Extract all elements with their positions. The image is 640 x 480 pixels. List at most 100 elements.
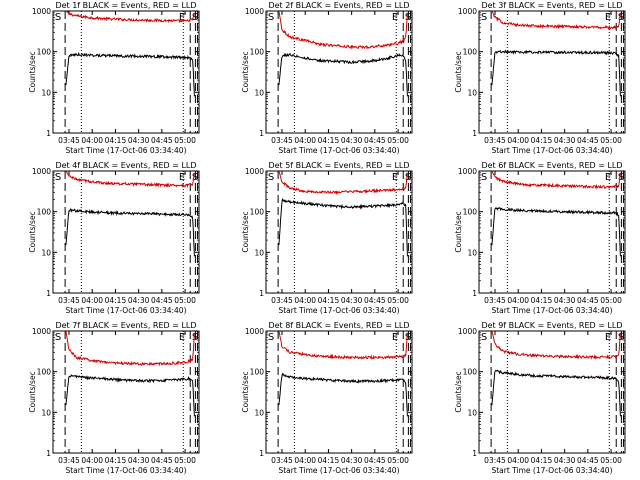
y-tick-label: 10 bbox=[41, 88, 51, 97]
marker-annotation: E bbox=[179, 12, 185, 23]
y-axis-label: Counts/sec bbox=[28, 211, 37, 252]
x-tick-label: 04:30 bbox=[128, 456, 150, 465]
y-axis-label: Counts/sec bbox=[454, 371, 463, 412]
x-tick-label: 04:00 bbox=[294, 296, 316, 305]
y-tick-label: 1000 bbox=[458, 167, 477, 176]
y-tick-label: 100 bbox=[250, 48, 265, 57]
x-tick-label: 04:30 bbox=[128, 296, 150, 305]
plot-frame bbox=[52, 330, 200, 454]
lld-series-line bbox=[491, 10, 621, 31]
x-axis-label: Start Time (17-Oct-06 03:34:40) bbox=[491, 306, 612, 315]
y-tick-label: 1000 bbox=[32, 7, 51, 16]
plot-frame bbox=[52, 10, 200, 134]
y-tick-label: 10 bbox=[41, 248, 51, 257]
lld-series-line bbox=[278, 330, 408, 360]
marker-annotation: S bbox=[192, 12, 198, 23]
y-tick-label: 10 bbox=[467, 248, 477, 257]
x-tick-label: 04:15 bbox=[105, 136, 127, 145]
y-tick-label: 1 bbox=[472, 449, 477, 458]
y-tick-label: 1 bbox=[472, 129, 477, 138]
y-tick-label: 1000 bbox=[32, 327, 51, 336]
x-tick-label: 04:30 bbox=[341, 136, 363, 145]
chart-title: Det 3f BLACK = Events, RED = LLD bbox=[481, 1, 622, 10]
events-series-line bbox=[65, 51, 195, 97]
marker-annotation: E bbox=[605, 12, 611, 23]
marker-annotation: S bbox=[481, 12, 487, 23]
marker-annotation: S bbox=[481, 332, 487, 343]
marker-annotation: E bbox=[392, 172, 398, 183]
events-series-line bbox=[491, 369, 621, 417]
lld-series-line bbox=[278, 10, 408, 51]
plot-frame bbox=[265, 330, 413, 454]
x-tick-label: 04:15 bbox=[531, 296, 553, 305]
y-tick-label: 1 bbox=[46, 289, 51, 298]
y-tick-label: 100 bbox=[250, 368, 265, 377]
y-tick-label: 100 bbox=[37, 208, 52, 217]
x-tick-label: 04:30 bbox=[341, 296, 363, 305]
chart-det-2: Det 2f BLACK = Events, RED = LLD 1 10 100 10… bbox=[241, 1, 413, 155]
x-tick-label: 04:00 bbox=[294, 456, 316, 465]
chart-title: Det 5f BLACK = Events, RED = LLD bbox=[268, 161, 409, 170]
chart-title: Det 6f BLACK = Events, RED = LLD bbox=[481, 161, 622, 170]
chart-det-5: Det 5f BLACK = Events, RED = LLD 1 10 100 10… bbox=[241, 161, 413, 315]
x-tick-label: 03:45 bbox=[484, 136, 506, 145]
chart-det-4: Det 4f BLACK = Events, RED = LLD 1 10 100 10… bbox=[28, 161, 200, 315]
marker-annotation: S bbox=[618, 172, 624, 183]
chart-title: Det 9f BLACK = Events, RED = LLD bbox=[481, 321, 622, 330]
lld-series-line bbox=[65, 10, 195, 24]
marker-annotation: E bbox=[392, 332, 398, 343]
x-tick-label: 05:00 bbox=[387, 136, 409, 145]
x-axis-label: Start Time (17-Oct-06 03:34:40) bbox=[65, 146, 186, 155]
x-tick-label: 04:45 bbox=[577, 136, 599, 145]
x-tick-label: 04:00 bbox=[507, 456, 529, 465]
x-tick-label: 03:45 bbox=[58, 136, 80, 145]
chart-det-7: Det 7f BLACK = Events, RED = LLD 1 10 100 10… bbox=[28, 321, 200, 475]
events-series-line bbox=[491, 49, 621, 97]
marker-annotation: S bbox=[268, 12, 274, 23]
plot-frame bbox=[265, 10, 413, 134]
x-tick-label: 04:00 bbox=[81, 296, 103, 305]
lld-series-line bbox=[491, 170, 621, 190]
marker-annotation: S bbox=[55, 12, 61, 23]
x-tick-label: 04:30 bbox=[554, 296, 576, 305]
x-tick-label: 04:45 bbox=[364, 296, 386, 305]
y-axis-label: Counts/sec bbox=[241, 371, 250, 412]
y-tick-label: 10 bbox=[254, 248, 264, 257]
marker-annotation: E bbox=[392, 12, 398, 23]
x-axis-label: Start Time (17-Oct-06 03:34:40) bbox=[65, 306, 186, 315]
events-series-line bbox=[278, 197, 408, 257]
x-axis-label: Start Time (17-Oct-06 03:34:40) bbox=[278, 306, 399, 315]
x-tick-label: 03:45 bbox=[484, 456, 506, 465]
x-tick-label: 04:15 bbox=[531, 456, 553, 465]
marker-annotation: S bbox=[268, 332, 274, 343]
x-tick-label: 05:00 bbox=[387, 296, 409, 305]
chart-title: Det 8f BLACK = Events, RED = LLD bbox=[268, 321, 409, 330]
x-tick-label: 05:00 bbox=[174, 456, 196, 465]
plot-frame bbox=[478, 170, 626, 294]
y-tick-label: 1 bbox=[259, 129, 264, 138]
x-tick-label: 03:45 bbox=[271, 136, 293, 145]
marker-annotation: S bbox=[618, 12, 624, 23]
x-axis-label: Start Time (17-Oct-06 03:34:40) bbox=[278, 466, 399, 475]
y-tick-label: 100 bbox=[250, 208, 265, 217]
lld-series-line bbox=[65, 330, 195, 367]
x-tick-label: 04:15 bbox=[318, 296, 340, 305]
x-tick-label: 03:45 bbox=[58, 296, 80, 305]
x-tick-label: 04:45 bbox=[577, 456, 599, 465]
y-tick-label: 1000 bbox=[458, 7, 477, 16]
x-tick-label: 05:00 bbox=[600, 136, 622, 145]
chart-title: Det 2f BLACK = Events, RED = LLD bbox=[268, 1, 409, 10]
x-tick-label: 05:00 bbox=[600, 296, 622, 305]
plot-frame bbox=[478, 10, 626, 134]
y-axis-label: Counts/sec bbox=[454, 211, 463, 252]
y-tick-label: 100 bbox=[463, 208, 478, 217]
x-tick-label: 04:45 bbox=[577, 296, 599, 305]
x-tick-label: 04:15 bbox=[105, 456, 127, 465]
y-axis-label: Counts/sec bbox=[241, 211, 250, 252]
x-tick-label: 05:00 bbox=[174, 136, 196, 145]
marker-annotation: S bbox=[405, 172, 411, 183]
x-tick-label: 04:00 bbox=[81, 136, 103, 145]
x-tick-label: 04:15 bbox=[105, 296, 127, 305]
plot-frame bbox=[52, 170, 200, 294]
